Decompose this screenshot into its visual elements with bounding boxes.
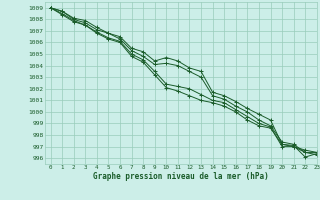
X-axis label: Graphe pression niveau de la mer (hPa): Graphe pression niveau de la mer (hPa)	[93, 172, 269, 181]
